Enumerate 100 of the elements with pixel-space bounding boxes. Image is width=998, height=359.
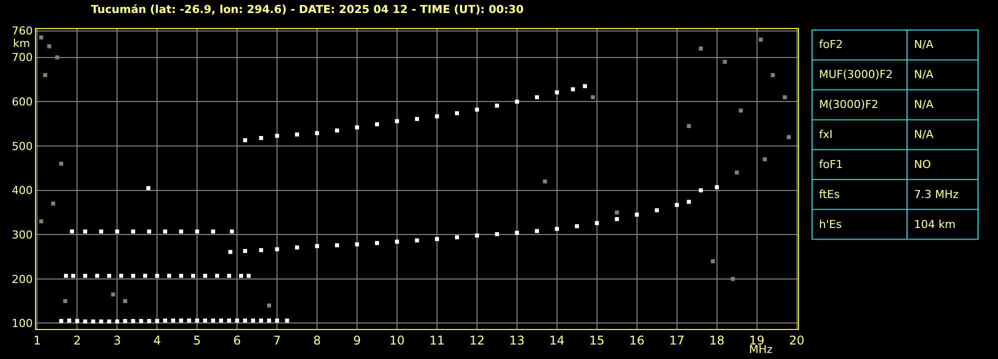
point (770, 73, 775, 78)
x-tick-label: 20 (789, 333, 804, 348)
point (163, 230, 168, 234)
point (111, 292, 116, 296)
point (275, 134, 280, 138)
point (534, 229, 539, 234)
point (375, 122, 380, 126)
y-tick-label: 200 (12, 272, 33, 286)
text: ftEs (819, 188, 840, 201)
point (295, 132, 300, 136)
point (203, 274, 208, 278)
point (738, 108, 743, 113)
point (335, 128, 340, 132)
point (64, 274, 68, 278)
point (179, 274, 184, 278)
point (59, 319, 64, 324)
point (614, 210, 619, 214)
y-tick-label: 300 (12, 228, 33, 242)
point (147, 230, 152, 234)
point (211, 318, 216, 323)
x-tick-label: 1 (33, 333, 42, 348)
point (554, 226, 559, 231)
y-axis-title: km (13, 37, 30, 50)
point (698, 188, 703, 192)
x-tick-label: 4 (153, 333, 161, 348)
point (163, 318, 168, 323)
point (275, 318, 280, 323)
point (355, 125, 360, 130)
point (75, 319, 80, 324)
point (335, 243, 340, 248)
x-tick-label: 9 (353, 333, 361, 348)
point (243, 138, 248, 142)
point (59, 162, 64, 166)
point (259, 248, 264, 252)
point (51, 202, 56, 206)
point (395, 119, 400, 124)
text: foF1 (819, 158, 843, 171)
chart-title: Tucumán (lat: -26.9, lon: 294.6) - DATE: 2025 04 12 - TIME (UT): 00:30 (91, 3, 524, 16)
point (762, 157, 767, 162)
x-tick-label: 14 (549, 333, 565, 348)
point (243, 318, 248, 323)
text: M(3000)F2 (819, 98, 878, 111)
point (191, 274, 196, 278)
x-tick-label: 16 (629, 333, 645, 348)
point (267, 304, 272, 308)
point (83, 274, 88, 278)
x-tick-label: 12 (469, 333, 485, 348)
text: N/A (914, 68, 934, 81)
point (39, 35, 44, 40)
point (698, 46, 703, 50)
point (219, 318, 224, 323)
point (227, 318, 232, 323)
y-tick-label: 600 (12, 96, 33, 109)
y-tick-label: 760 (12, 24, 33, 38)
point (187, 318, 192, 323)
point (115, 319, 120, 324)
point (143, 274, 148, 278)
point (782, 95, 787, 100)
point (119, 274, 124, 278)
point (227, 274, 232, 278)
point (211, 230, 216, 234)
point (714, 185, 719, 190)
y-tick-label: 400 (12, 184, 33, 198)
point (95, 274, 100, 278)
point (179, 318, 184, 323)
point (474, 234, 479, 238)
point (454, 235, 459, 240)
text: N/A (914, 128, 934, 141)
point (115, 230, 120, 234)
point (574, 224, 579, 228)
point (39, 219, 44, 224)
point (55, 55, 60, 60)
point (155, 319, 160, 324)
point (47, 44, 52, 48)
point (131, 319, 136, 324)
point (434, 237, 439, 242)
point (474, 108, 479, 112)
point (179, 230, 184, 234)
text: N/A (914, 98, 934, 111)
point (147, 319, 152, 324)
point (295, 245, 300, 250)
text: fxI (819, 128, 833, 141)
point (259, 136, 264, 140)
point (67, 318, 72, 323)
point (139, 319, 144, 324)
point (534, 95, 539, 100)
point (131, 274, 136, 278)
y-tick-label: 700 (12, 51, 33, 64)
point (107, 274, 112, 278)
point (167, 274, 172, 278)
point (63, 299, 68, 304)
point (758, 38, 763, 42)
x-tick-label: 7 (273, 333, 281, 348)
point (195, 230, 200, 234)
point (686, 200, 691, 204)
x-tick-label: 2 (73, 333, 81, 348)
x-tick-label: 5 (193, 333, 201, 348)
text: 7.3 MHz (914, 188, 959, 201)
point (275, 247, 280, 252)
x-tick-label: 15 (589, 333, 605, 348)
